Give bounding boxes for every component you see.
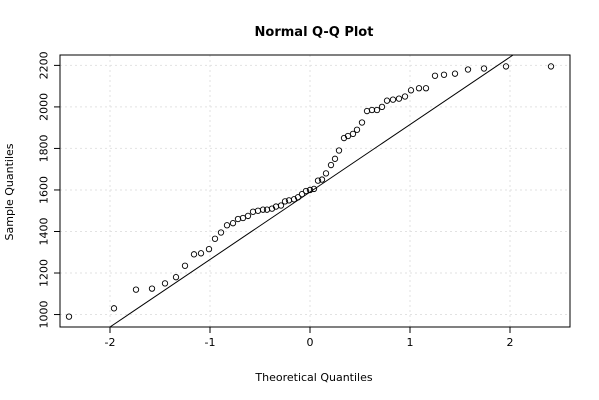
data-point xyxy=(502,63,510,70)
y-tick-label: 2200 xyxy=(38,51,51,79)
x-axis: -2 -1 0 1 2 xyxy=(105,327,514,349)
y-axis-label: Sample Quantiles xyxy=(3,143,16,240)
data-point xyxy=(263,206,271,213)
data-point xyxy=(132,286,140,293)
chart-title: Normal Q-Q Plot xyxy=(255,25,374,40)
data-point xyxy=(190,251,198,258)
data-point xyxy=(431,72,439,79)
data-point xyxy=(65,313,73,320)
data-point xyxy=(407,87,415,94)
data-point xyxy=(205,245,213,253)
data-point xyxy=(353,126,361,133)
data-point xyxy=(383,97,391,104)
x-tick-label: -2 xyxy=(105,336,116,349)
data-point xyxy=(480,65,488,72)
data-point xyxy=(148,285,156,292)
data-point xyxy=(401,93,409,100)
y-tick-label: 1400 xyxy=(38,217,51,245)
data-point xyxy=(547,63,555,70)
data-point xyxy=(244,212,252,220)
y-tick-label: 1800 xyxy=(38,134,51,162)
data-point xyxy=(254,207,262,214)
data-point xyxy=(249,208,257,215)
data-point xyxy=(294,194,302,201)
data-point xyxy=(259,206,267,213)
data-point xyxy=(211,235,219,242)
data-point xyxy=(314,177,322,184)
x-tick-label: 2 xyxy=(507,336,514,349)
data-point xyxy=(229,220,237,227)
data-point xyxy=(335,147,343,154)
data-point xyxy=(172,274,180,281)
data-point xyxy=(302,187,310,195)
data-point xyxy=(110,305,118,312)
data-point xyxy=(277,202,285,209)
data-point xyxy=(422,85,430,92)
y-tick-label: 1000 xyxy=(38,301,51,329)
data-point xyxy=(223,222,231,229)
data-point xyxy=(327,161,335,169)
data-point xyxy=(322,170,330,177)
y-axis: 1000 1200 1400 1600 1800 2000 2200 xyxy=(38,51,60,329)
data-point xyxy=(451,70,459,77)
data-point xyxy=(358,119,366,126)
data-point xyxy=(306,186,314,194)
points-layer xyxy=(65,63,555,320)
plot-frame xyxy=(59,54,571,328)
data-point xyxy=(363,107,371,115)
data-point xyxy=(331,155,339,162)
x-tick-label: 0 xyxy=(307,336,314,349)
data-point xyxy=(440,71,448,78)
data-point xyxy=(395,95,403,102)
y-tick-label: 1600 xyxy=(38,176,51,204)
reference-line xyxy=(109,54,514,328)
data-point xyxy=(373,106,381,114)
data-point xyxy=(349,130,357,138)
data-point xyxy=(415,85,423,92)
x-tick-label: 1 xyxy=(407,336,414,349)
data-point xyxy=(318,176,326,183)
grid-layer xyxy=(60,55,570,327)
data-point xyxy=(234,215,242,223)
data-point xyxy=(161,280,169,287)
data-point xyxy=(217,229,225,236)
data-point xyxy=(310,185,318,193)
data-point xyxy=(389,96,397,103)
data-point xyxy=(298,190,306,198)
data-point xyxy=(181,262,189,269)
x-axis-label: Theoretical Quantiles xyxy=(254,371,372,384)
data-point xyxy=(464,66,472,73)
data-point xyxy=(197,250,205,257)
y-tick-label: 1200 xyxy=(38,259,51,287)
data-point xyxy=(378,103,386,111)
y-tick-label: 2000 xyxy=(38,93,51,121)
x-tick-label: -1 xyxy=(205,336,216,349)
data-point xyxy=(281,198,289,205)
